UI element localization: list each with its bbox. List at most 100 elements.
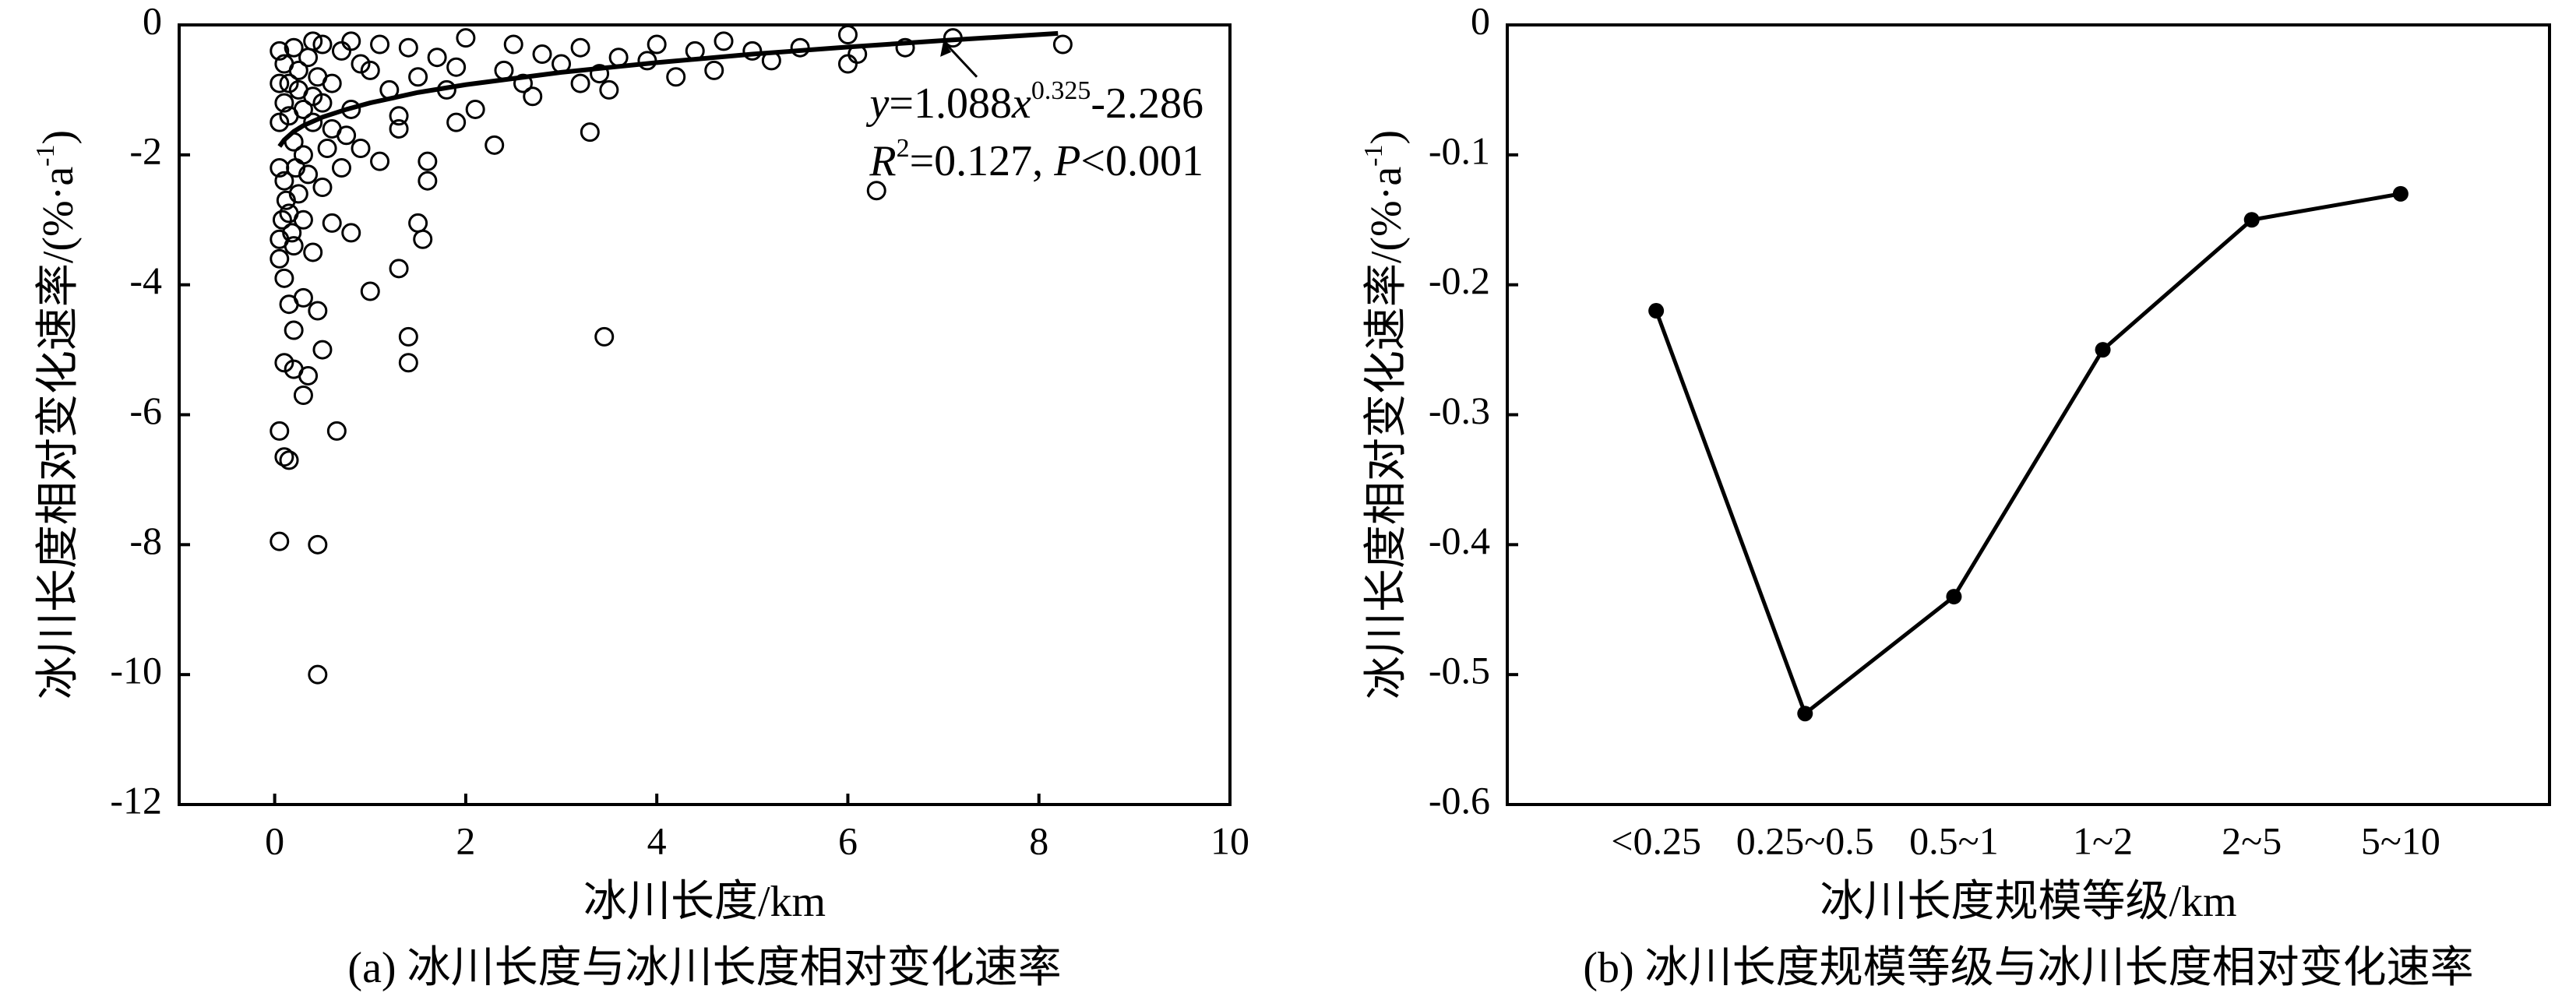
point bbox=[370, 151, 390, 171]
point bbox=[312, 93, 333, 113]
x-tick-label: 5~10 bbox=[2361, 819, 2440, 862]
point bbox=[284, 320, 304, 340]
point bbox=[312, 178, 333, 198]
point bbox=[312, 340, 333, 360]
point bbox=[293, 145, 313, 165]
y-axis-label-part: -1 bbox=[31, 144, 60, 166]
x-tick-label: 8 bbox=[1029, 819, 1048, 862]
point bbox=[303, 112, 323, 132]
x-tick-label: 6 bbox=[838, 819, 858, 862]
point bbox=[570, 73, 590, 93]
point bbox=[666, 67, 686, 87]
point bbox=[308, 534, 328, 555]
annotation-part: -2.286 bbox=[1091, 79, 1203, 128]
point bbox=[704, 60, 724, 80]
y-axis-label-part: ) bbox=[1362, 130, 1411, 145]
y-axis-label: 冰川长度相对变化速率/(%·a-1) bbox=[31, 130, 83, 699]
point bbox=[341, 31, 361, 51]
point bbox=[389, 106, 409, 126]
y-tick-label: -2 bbox=[129, 129, 162, 172]
caption: (b) 冰川长度规模等级与冰川长度相对变化速率 bbox=[1583, 944, 2473, 992]
y-tick-label: -0.1 bbox=[1429, 129, 1490, 172]
point bbox=[742, 40, 763, 61]
x-tick-label: 0.5~1 bbox=[1909, 819, 1999, 862]
y-tick-label: -0.2 bbox=[1429, 259, 1490, 302]
point bbox=[284, 37, 304, 58]
annotation-part: R bbox=[869, 137, 896, 185]
point bbox=[608, 48, 629, 68]
point bbox=[298, 365, 319, 386]
point bbox=[2095, 342, 2111, 358]
annotation-arrow bbox=[942, 40, 978, 78]
point bbox=[274, 268, 294, 288]
point bbox=[274, 447, 294, 467]
point bbox=[647, 34, 667, 55]
point bbox=[532, 44, 552, 65]
x-tick-label: 10 bbox=[1210, 819, 1249, 862]
annotation-part: =1.088 bbox=[889, 79, 1012, 128]
annotation-arrowhead bbox=[940, 40, 952, 57]
point bbox=[1797, 706, 1813, 722]
panel: -0.6 -0.5 -0.4 -0.3 -0.2 -0.1 0 冰川长度规模等级/km (b) … bbox=[1359, 0, 2551, 992]
point bbox=[485, 135, 505, 155]
point bbox=[599, 79, 619, 100]
y-tick-label: -8 bbox=[129, 519, 162, 562]
point bbox=[594, 326, 615, 347]
x-tick-label: 2 bbox=[456, 819, 475, 862]
point bbox=[351, 138, 371, 158]
point bbox=[389, 259, 409, 279]
point bbox=[408, 213, 428, 233]
point bbox=[503, 34, 523, 55]
annotation: y=1.088x0.325-2.286 bbox=[866, 76, 1203, 128]
point bbox=[398, 326, 418, 347]
line bbox=[1654, 192, 2402, 717]
x-axis-label: 冰川长度规模等级/km bbox=[1820, 878, 2236, 926]
x-tick-label: 1~2 bbox=[2073, 819, 2133, 862]
point bbox=[279, 73, 299, 93]
y-tick-label: 0 bbox=[1471, 0, 1490, 42]
y-tick-label: 0 bbox=[143, 0, 162, 42]
point bbox=[279, 450, 299, 470]
plot-frame bbox=[1506, 23, 2551, 806]
annotation: R2=0.127, P<0.001 bbox=[869, 134, 1203, 185]
y-axis-label-part: -1 bbox=[1359, 144, 1388, 166]
annotation-part: 0.325 bbox=[1031, 76, 1091, 105]
point bbox=[274, 353, 294, 373]
y-tick-label: -0.5 bbox=[1429, 649, 1490, 692]
point bbox=[427, 48, 447, 68]
y-axis-label: 冰川长度相对变化速率/(%·a-1) bbox=[1359, 130, 1411, 699]
x-tick-label: <0.25 bbox=[1611, 819, 1701, 862]
point bbox=[590, 64, 610, 84]
point bbox=[418, 171, 438, 191]
caption: (a) 冰川长度与冰川长度相对变化速率 bbox=[347, 944, 1061, 992]
point bbox=[308, 664, 328, 685]
point bbox=[279, 106, 299, 126]
point bbox=[308, 301, 328, 321]
y-tick-label: -12 bbox=[110, 778, 162, 822]
point bbox=[465, 99, 485, 119]
point bbox=[790, 37, 810, 58]
point bbox=[322, 213, 342, 233]
fit-curve bbox=[277, 30, 1059, 148]
point bbox=[317, 138, 337, 158]
point bbox=[293, 385, 313, 405]
point bbox=[1052, 34, 1073, 55]
point bbox=[2392, 185, 2409, 202]
point bbox=[270, 40, 290, 61]
point bbox=[837, 54, 858, 74]
point bbox=[866, 181, 886, 201]
annotation-part: 2 bbox=[897, 134, 910, 163]
point bbox=[279, 203, 299, 224]
point bbox=[270, 73, 290, 93]
point bbox=[270, 248, 290, 269]
point bbox=[331, 158, 351, 178]
point bbox=[322, 73, 342, 93]
point bbox=[274, 93, 294, 113]
point bbox=[270, 421, 290, 441]
point bbox=[398, 37, 418, 58]
point bbox=[1946, 589, 1962, 605]
point bbox=[389, 118, 409, 139]
point bbox=[282, 223, 302, 243]
